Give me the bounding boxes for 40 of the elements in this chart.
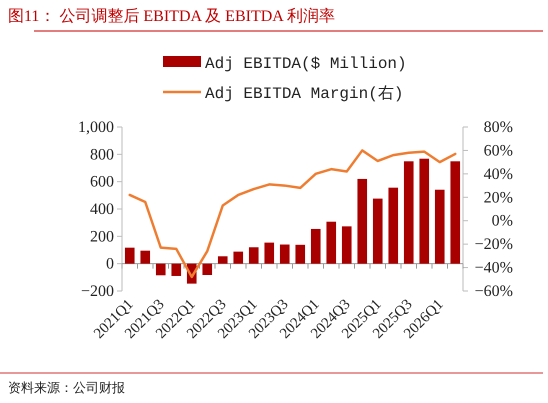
y-tick-label: 400	[90, 201, 114, 218]
bar	[171, 264, 182, 276]
y2-tick-label: 20%	[484, 189, 513, 206]
y-tick-label: 0	[106, 256, 114, 273]
bar	[357, 178, 368, 264]
bar	[156, 264, 166, 276]
bar	[388, 188, 398, 264]
bar	[264, 242, 274, 264]
y2-tick-label: 80%	[484, 119, 513, 136]
bar	[310, 228, 321, 264]
y2-tick-label: −60%	[474, 283, 513, 300]
bar	[372, 198, 383, 264]
bar	[434, 190, 445, 264]
bar	[295, 244, 306, 264]
bar	[218, 256, 228, 264]
y2-tick-label: −20%	[474, 236, 513, 254]
bar	[140, 250, 150, 264]
bar	[450, 161, 460, 264]
y-tick-label: −200	[80, 283, 114, 300]
y-tick-label: 1,000	[78, 119, 114, 136]
bar	[248, 247, 259, 264]
y-tick-label: 600	[90, 174, 114, 191]
y2-tick-label: −40%	[474, 260, 513, 277]
bar	[326, 222, 336, 264]
y-tick-label: 800	[90, 146, 114, 164]
y2-tick-label: 0%	[492, 212, 513, 230]
y-tick-label: 200	[90, 228, 114, 246]
chart-title: 图11： 公司调整后 EBITDA 及 EBITDA 利润率	[8, 7, 335, 25]
legend-label: Adj EBITDA Margin(右)	[205, 85, 404, 103]
text: 资料来源：公司财报	[8, 380, 125, 395]
bar	[419, 158, 430, 264]
bar	[342, 226, 352, 264]
y2-tick-label: 40%	[484, 166, 513, 183]
bar	[404, 161, 414, 264]
bar	[280, 244, 290, 264]
bar	[202, 264, 212, 276]
y2-tick-label: 60%	[484, 142, 513, 160]
legend-label: Adj EBITDA($ Million)	[205, 55, 407, 73]
bar	[233, 252, 244, 264]
bar	[124, 248, 135, 264]
